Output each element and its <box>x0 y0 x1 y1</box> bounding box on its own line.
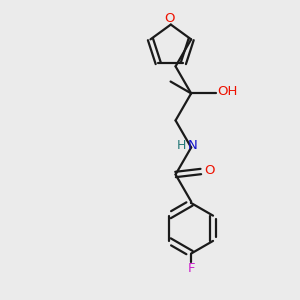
Text: O: O <box>164 11 175 25</box>
Text: H: H <box>177 139 186 152</box>
Text: O: O <box>204 164 214 176</box>
Text: OH: OH <box>218 85 238 98</box>
Text: N: N <box>188 140 197 152</box>
Text: F: F <box>188 262 195 275</box>
